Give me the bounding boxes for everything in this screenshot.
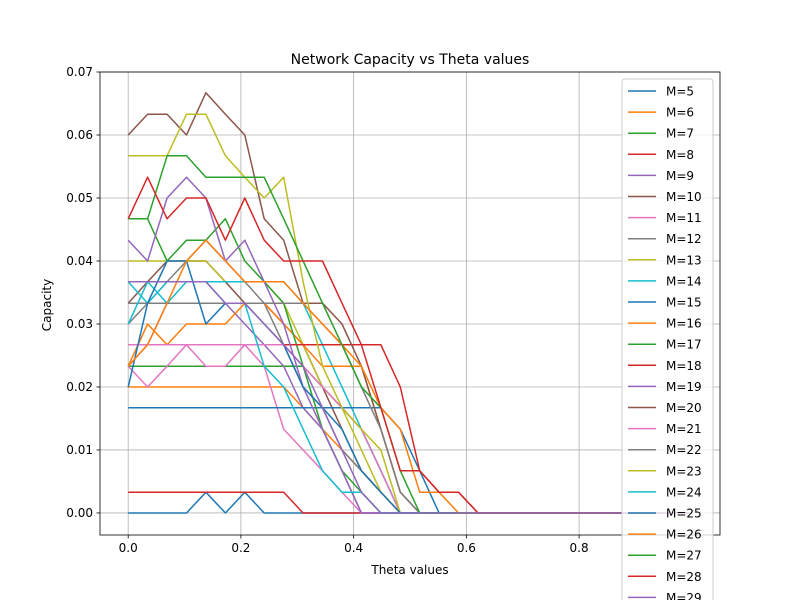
chart-title: Network Capacity vs Theta values [291,52,530,68]
legend-label: M=20 [666,401,702,415]
legend-label: M=15 [666,296,702,310]
legend-label: M=7 [666,127,694,141]
y-tick-label: 0.02 [66,380,93,394]
legend-label: M=28 [666,570,702,584]
legend-label: M=10 [666,190,702,204]
y-tick-label: 0.03 [66,317,93,331]
legend-label: M=24 [666,485,702,499]
legend-label: M=27 [666,549,702,563]
plot-area: 0.0 0.2 0.4 0.6 0.8 0.00 0.01 0.02 0.03 0.04 0.05 0… [66,65,721,600]
y-tick-label: 0.00 [66,506,93,520]
legend-label: M=19 [666,380,702,394]
y-tick-label: 0.04 [66,254,93,268]
legend-label: M=26 [666,528,702,542]
x-tick-label: 0.4 [344,541,363,555]
axes-frame [99,71,721,536]
legend-label: M=22 [666,443,702,457]
y-axis-label: Capacity [40,279,54,331]
x-tick-label: 0.0 [119,541,138,555]
x-axis-label: Theta values [370,563,448,577]
legend-label: M=8 [666,148,694,162]
legend-label: M=16 [666,317,702,331]
legend-label: M=17 [666,338,702,352]
legend-label: M=18 [666,359,702,373]
legend-label: M=9 [666,169,694,183]
series-line-m29 [128,281,692,514]
legend-label: M=5 [666,85,694,99]
legend-label: M=21 [666,422,702,436]
legend-label: M=13 [666,253,702,267]
legend-label: M=6 [666,106,694,120]
y-tick-label: 0.06 [66,128,93,142]
legend-label: M=25 [666,507,702,521]
y-tick-label: 0.01 [66,443,93,457]
x-tick-label: 0.2 [231,541,250,555]
legend-label: M=23 [666,464,702,478]
legend-label: M=29 [666,591,702,600]
legend-label: M=14 [666,274,702,288]
y-tick-label: 0.07 [66,65,93,79]
x-tick-label: 0.6 [457,541,476,555]
legend-label: M=11 [666,211,702,225]
legend-label: M=12 [666,232,702,246]
legend-box [621,78,714,600]
y-tick-label: 0.05 [66,191,93,205]
x-tick-label: 0.8 [570,541,589,555]
